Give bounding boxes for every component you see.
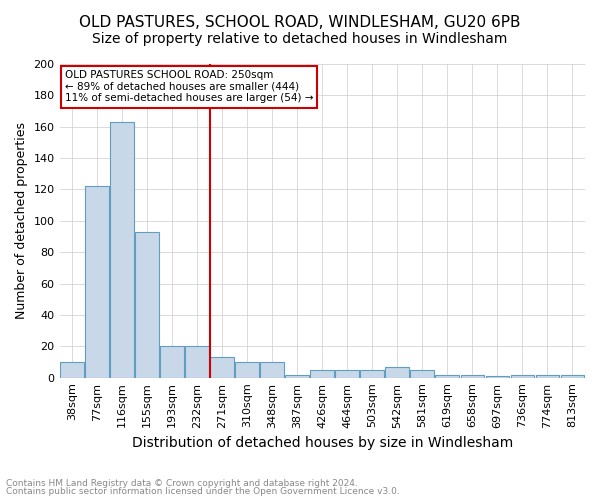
Bar: [85, 186, 109, 378]
Text: Size of property relative to detached houses in Windlesham: Size of property relative to detached ho…: [92, 32, 508, 46]
Bar: [385, 366, 409, 378]
Bar: [210, 358, 234, 378]
Bar: [361, 370, 384, 378]
Bar: [511, 374, 535, 378]
Bar: [135, 232, 159, 378]
Text: OLD PASTURES SCHOOL ROAD: 250sqm
← 89% of detached houses are smaller (444)
11% : OLD PASTURES SCHOOL ROAD: 250sqm ← 89% o…: [65, 70, 313, 104]
Bar: [461, 374, 484, 378]
Bar: [110, 122, 134, 378]
Bar: [60, 362, 84, 378]
Bar: [335, 370, 359, 378]
Bar: [536, 374, 559, 378]
Bar: [286, 374, 309, 378]
Bar: [185, 346, 209, 378]
Text: Contains public sector information licensed under the Open Government Licence v3: Contains public sector information licen…: [6, 487, 400, 496]
Y-axis label: Number of detached properties: Number of detached properties: [15, 122, 28, 320]
Bar: [436, 374, 459, 378]
Bar: [235, 362, 259, 378]
Bar: [310, 370, 334, 378]
Text: OLD PASTURES, SCHOOL ROAD, WINDLESHAM, GU20 6PB: OLD PASTURES, SCHOOL ROAD, WINDLESHAM, G…: [79, 15, 521, 30]
Bar: [410, 370, 434, 378]
Text: Contains HM Land Registry data © Crown copyright and database right 2024.: Contains HM Land Registry data © Crown c…: [6, 478, 358, 488]
Bar: [160, 346, 184, 378]
Bar: [560, 374, 584, 378]
Bar: [485, 376, 509, 378]
X-axis label: Distribution of detached houses by size in Windlesham: Distribution of detached houses by size …: [131, 436, 513, 450]
Bar: [260, 362, 284, 378]
